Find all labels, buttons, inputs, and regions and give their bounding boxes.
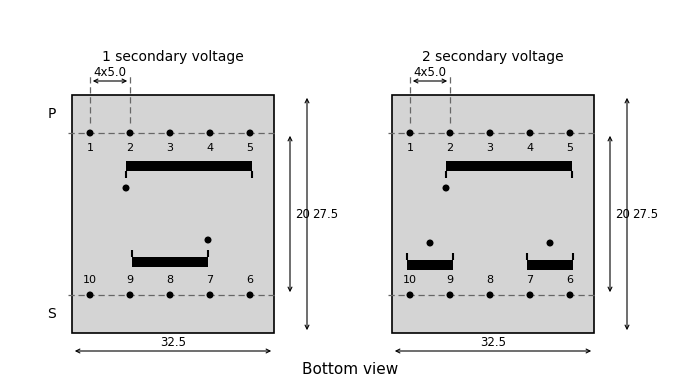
Text: 1: 1: [407, 143, 414, 153]
Text: 8: 8: [167, 275, 174, 285]
Text: 10: 10: [83, 275, 97, 285]
Text: P: P: [48, 107, 56, 121]
Text: 1: 1: [87, 143, 94, 153]
Circle shape: [547, 240, 553, 246]
Circle shape: [443, 185, 449, 191]
Text: 5: 5: [566, 143, 573, 153]
Text: S: S: [48, 307, 57, 321]
Text: 32.5: 32.5: [480, 336, 506, 349]
Text: Bottom view: Bottom view: [302, 362, 398, 377]
Circle shape: [167, 292, 173, 298]
Circle shape: [123, 185, 129, 191]
Text: 6: 6: [246, 275, 253, 285]
Text: 3: 3: [167, 143, 174, 153]
Bar: [527, 260, 573, 270]
Circle shape: [167, 130, 173, 136]
Text: 27.5: 27.5: [632, 208, 658, 221]
Text: 7: 7: [526, 275, 533, 285]
Circle shape: [247, 130, 253, 136]
Circle shape: [127, 292, 133, 298]
Text: 27.5: 27.5: [312, 208, 338, 221]
Text: 20: 20: [295, 208, 310, 221]
Text: 1 secondary voltage: 1 secondary voltage: [102, 50, 244, 64]
Text: 6: 6: [566, 275, 573, 285]
Text: 4x5.0: 4x5.0: [414, 66, 447, 79]
Circle shape: [207, 130, 213, 136]
Circle shape: [247, 292, 253, 298]
Circle shape: [88, 292, 93, 298]
Circle shape: [567, 292, 573, 298]
Text: 10: 10: [403, 275, 417, 285]
Text: 4: 4: [206, 143, 214, 153]
Circle shape: [487, 130, 493, 136]
Circle shape: [207, 292, 213, 298]
Text: 9: 9: [447, 275, 454, 285]
Circle shape: [88, 130, 93, 136]
Bar: [392, 95, 594, 333]
Text: 3: 3: [486, 143, 493, 153]
Circle shape: [567, 130, 573, 136]
Circle shape: [427, 240, 433, 246]
Text: 2: 2: [447, 143, 454, 153]
Circle shape: [205, 237, 211, 243]
Bar: [126, 161, 252, 171]
Text: 4: 4: [526, 143, 533, 153]
Text: 2 secondary voltage: 2 secondary voltage: [422, 50, 564, 64]
Circle shape: [407, 292, 413, 298]
Circle shape: [447, 292, 453, 298]
Circle shape: [487, 292, 493, 298]
Bar: [72, 95, 274, 333]
Bar: [446, 161, 572, 171]
Circle shape: [127, 130, 133, 136]
Circle shape: [407, 130, 413, 136]
Text: 20: 20: [615, 208, 630, 221]
Text: 5: 5: [246, 143, 253, 153]
Bar: [407, 260, 453, 270]
Bar: [132, 257, 208, 267]
Text: 8: 8: [486, 275, 493, 285]
Circle shape: [447, 130, 453, 136]
Text: 32.5: 32.5: [160, 336, 186, 349]
Circle shape: [527, 130, 533, 136]
Text: 9: 9: [127, 275, 134, 285]
Text: 4x5.0: 4x5.0: [94, 66, 127, 79]
Text: 7: 7: [206, 275, 214, 285]
Circle shape: [527, 292, 533, 298]
Text: 2: 2: [127, 143, 134, 153]
